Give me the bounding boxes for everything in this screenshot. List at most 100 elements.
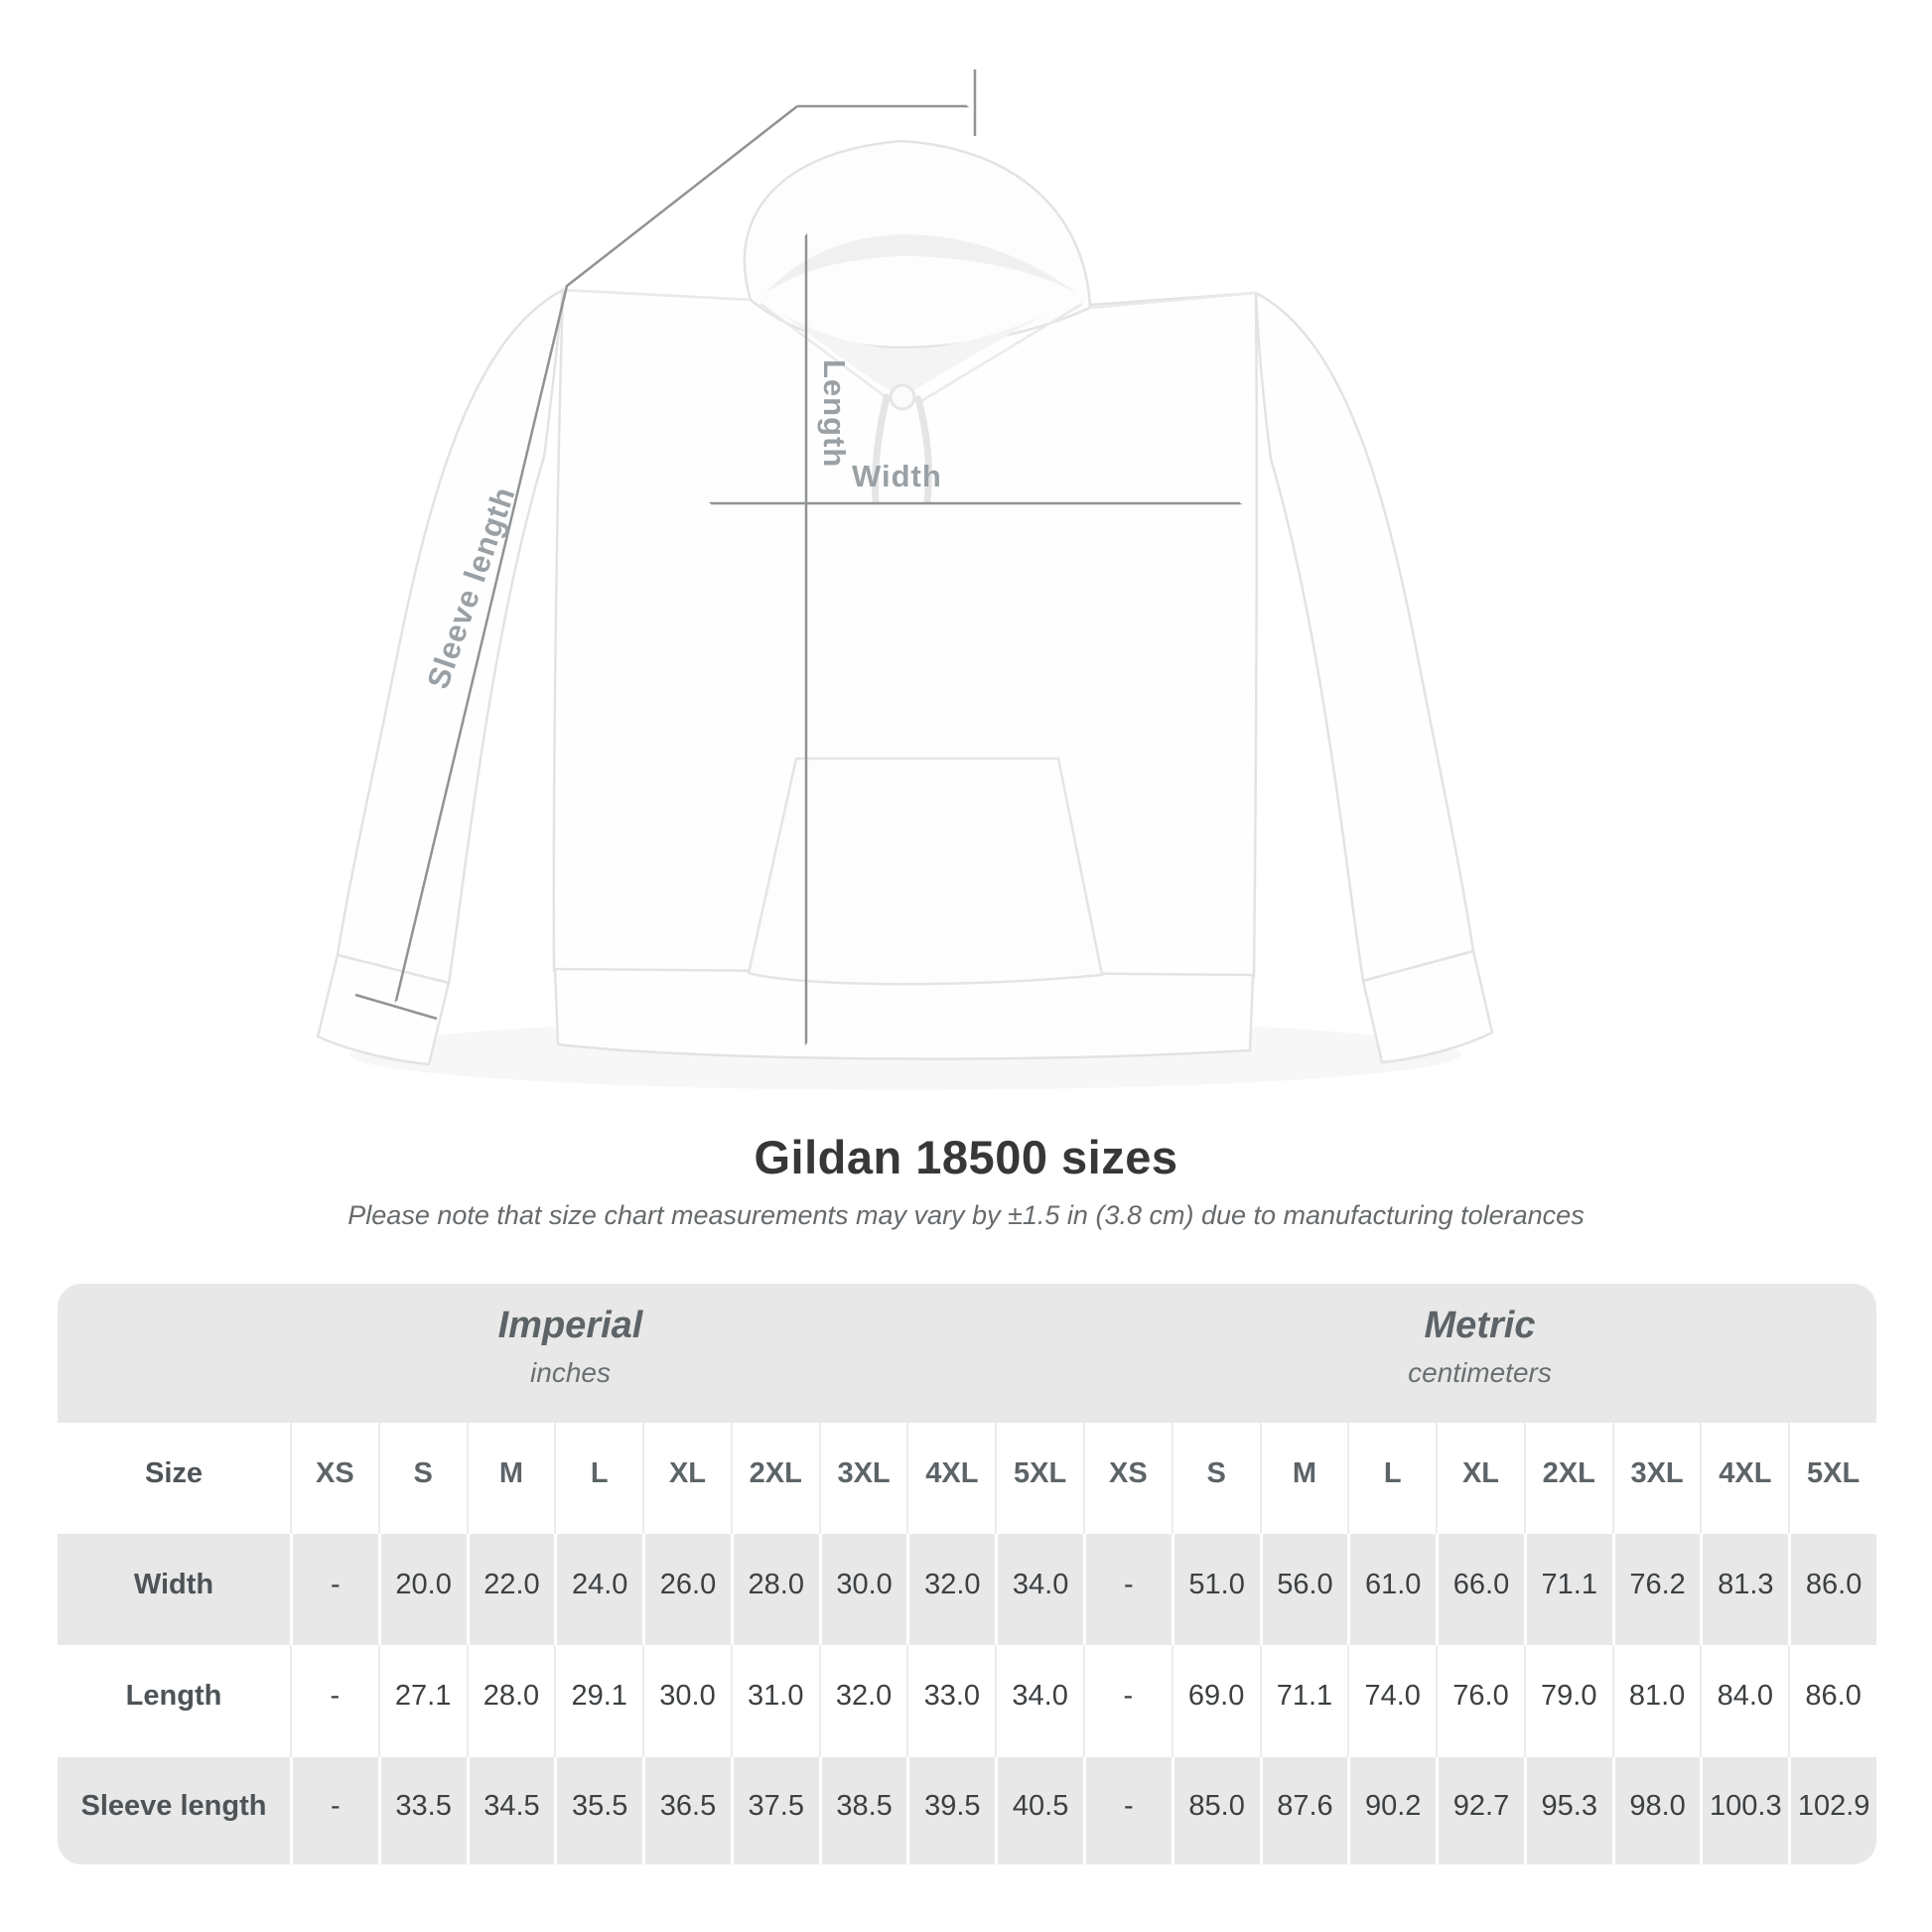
hoodie-illustration [316,139,1494,1066]
size-header-imperial-2xl: 2XL [730,1423,819,1534]
size-header-imperial-xs: XS [290,1423,378,1534]
imperial-unit-band: Imperial inches [58,1284,1083,1423]
measurement-annotations [354,69,1932,1127]
width-metric-3xl: 76.2 [1611,1534,1701,1645]
metric-unit-band: Metric centimeters [1083,1284,1876,1423]
sleeve-imperial-xl: 36.5 [642,1757,731,1864]
size-header-metric-4xl: 4XL [1700,1423,1789,1534]
size-header-metric-3xl: 3XL [1611,1423,1701,1534]
width-imperial-s: 20.0 [377,1534,467,1645]
length-imperial-4xl: 33.0 [906,1645,996,1757]
sleeve-metric-5xl: 102.9 [1788,1757,1876,1864]
sleeve-imperial-xs: - [290,1757,378,1864]
length-metric-5xl: 86.0 [1788,1645,1876,1757]
length-measure-label: Length [817,359,852,469]
sleeve-metric-xl: 92.7 [1436,1757,1524,1864]
page-title: Gildan 18500 sizes [754,1131,1178,1183]
length-metric-xl: 76.0 [1436,1645,1524,1757]
sleeve-metric-l: 90.2 [1347,1757,1437,1864]
shoulder-seam-right [1089,291,1257,310]
length-metric-s: 69.0 [1171,1645,1260,1757]
size-header-imperial-5xl: 5XL [995,1423,1083,1534]
width-imperial-2xl: 28.0 [730,1534,819,1645]
width-metric-s: 51.0 [1171,1534,1260,1645]
length-imperial-5xl: 34.0 [995,1645,1083,1757]
width-measure-label: Width [852,459,942,493]
sleeve-imperial-4xl: 39.5 [906,1757,996,1864]
sleeve-imperial-l: 35.5 [554,1757,643,1864]
drawstring-left [872,393,891,505]
length-imperial-xl: 30.0 [642,1645,731,1757]
sleeve-imperial-m: 34.5 [466,1757,555,1864]
size-header-metric-2xl: 2XL [1523,1423,1612,1534]
row-label-length: Length [58,1645,290,1757]
sleeve-imperial-3xl: 38.5 [818,1757,907,1864]
width-metric-m: 56.0 [1259,1534,1348,1645]
sleeve-metric-xs: - [1083,1757,1172,1864]
hoodie-measurement-diagram: Length Width Sleeve length [316,69,1932,1127]
width-imperial-xs: - [290,1534,378,1645]
width-metric-4xl: 81.3 [1700,1534,1789,1645]
sleeve-imperial-s: 33.5 [377,1757,467,1864]
drawstring-right [914,395,932,505]
shoulder-seam-left [562,288,752,302]
width-metric-xl: 66.0 [1436,1534,1524,1645]
hoodie-right-cuff [1361,949,1494,1064]
size-table: Imperial inches Metric centimeters Size … [58,1284,1876,1864]
width-metric-2xl: 71.1 [1523,1534,1612,1645]
imperial-unit: inches [530,1356,611,1388]
hood-v-seam-right [920,302,1083,403]
drawstring-knot [889,383,916,411]
row-label-sleeve-length: Sleeve length [58,1757,290,1864]
size-header-imperial-s: S [377,1423,467,1534]
width-metric-xs: - [1083,1534,1172,1645]
length-imperial-3xl: 32.0 [818,1645,907,1757]
sleeve-imperial-5xl: 40.5 [995,1757,1083,1864]
length-imperial-xs: - [290,1645,378,1757]
hoodie-left-cuff [316,953,451,1066]
hood-v-seam-left [759,302,890,401]
length-metric-2xl: 79.0 [1523,1645,1612,1757]
metric-unit: centimeters [1408,1356,1552,1388]
size-header-metric-5xl: 5XL [1788,1423,1876,1534]
sleeve-metric-2xl: 95.3 [1523,1757,1612,1864]
metric-label: Metric [1424,1304,1536,1346]
width-imperial-l: 24.0 [554,1534,643,1645]
width-imperial-5xl: 34.0 [995,1534,1083,1645]
sleeve-metric-4xl: 100.3 [1700,1757,1789,1864]
imperial-label: Imperial [497,1304,643,1346]
size-header-imperial-l: L [554,1423,643,1534]
sleeve-metric-3xl: 98.0 [1611,1757,1701,1864]
length-metric-3xl: 81.0 [1611,1645,1701,1757]
size-header-metric-l: L [1347,1423,1437,1534]
row-label-width: Width [58,1534,290,1645]
width-imperial-xl: 26.0 [642,1534,731,1645]
title-block: Gildan 18500 sizes Please note that size… [0,1130,1932,1231]
length-metric-xs: - [1083,1645,1172,1757]
hoodie-pocket [747,757,1104,986]
size-header-metric-s: S [1171,1423,1260,1534]
length-imperial-2xl: 31.0 [730,1645,819,1757]
length-metric-m: 71.1 [1259,1645,1348,1757]
sleeve-length-arrow [396,105,798,1001]
size-header-imperial-xl: XL [642,1423,731,1534]
hood-inner-shadow [764,234,1078,294]
width-metric-5xl: 86.0 [1788,1534,1876,1645]
width-imperial-4xl: 32.0 [906,1534,996,1645]
length-metric-l: 74.0 [1347,1645,1437,1757]
size-header-metric-m: M [1259,1423,1348,1534]
hood-chest-shadow [780,310,1054,397]
hoodie-hem-band [553,967,1255,1060]
sleeve-metric-m: 87.6 [1259,1757,1348,1864]
size-header-metric-xl: XL [1436,1423,1524,1534]
size-col-header: Size [58,1423,290,1534]
width-metric-l: 61.0 [1347,1534,1437,1645]
size-header-metric-xs: XS [1083,1423,1172,1534]
width-imperial-3xl: 30.0 [818,1534,907,1645]
size-header-imperial-m: M [466,1423,555,1534]
size-header-imperial-4xl: 4XL [906,1423,996,1534]
size-header-imperial-3xl: 3XL [818,1423,907,1534]
length-imperial-m: 28.0 [466,1645,555,1757]
sleeve-length-end-tick [354,993,438,1021]
